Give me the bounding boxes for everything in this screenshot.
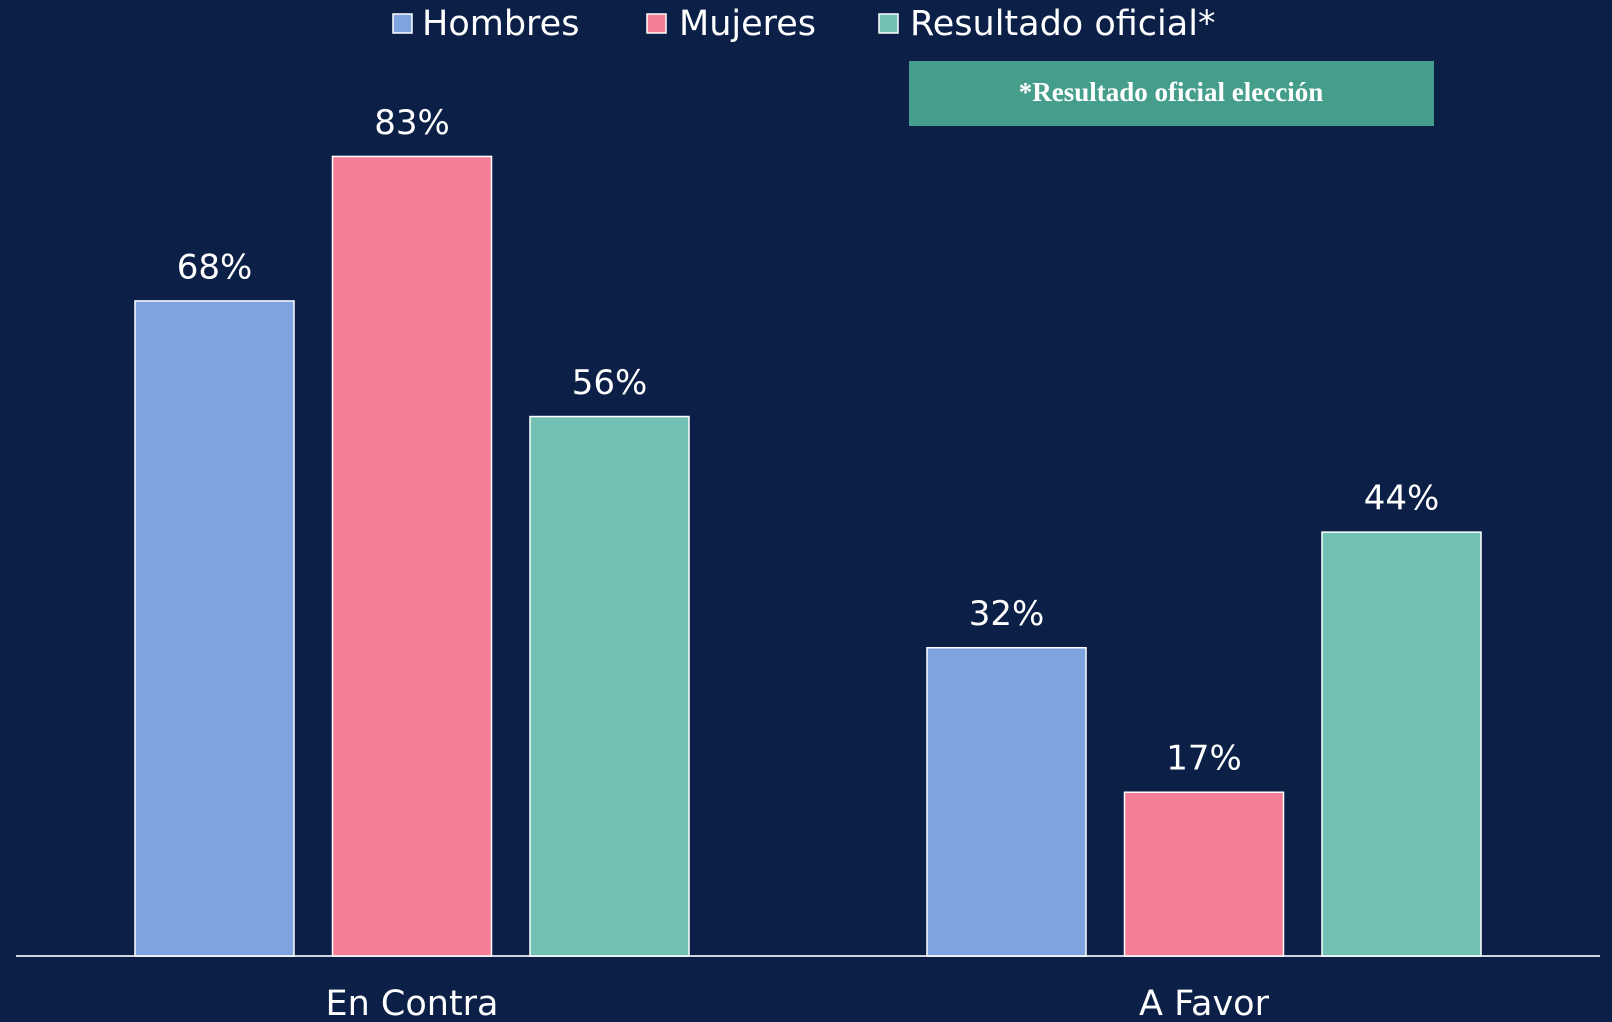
value-label: 56% xyxy=(572,363,648,403)
annotation: *Resultado oficial elección xyxy=(1019,77,1323,107)
bar xyxy=(1321,531,1482,957)
legend-swatch xyxy=(646,13,667,34)
legend-swatch xyxy=(392,13,413,34)
bar xyxy=(529,415,690,957)
legend-label: Hombres xyxy=(422,4,579,44)
legend-label: Resultado oficial* xyxy=(910,4,1215,44)
legend-label: Mujeres xyxy=(679,4,816,44)
bar xyxy=(331,155,493,957)
annotation-box xyxy=(909,61,1434,126)
bar xyxy=(1123,791,1285,957)
value-label: 32% xyxy=(969,594,1045,634)
value-label: 83% xyxy=(374,103,450,143)
legend-swatch xyxy=(878,13,899,34)
x-tick-label: En Contra xyxy=(325,984,498,1022)
value-label: 17% xyxy=(1166,739,1242,779)
value-label: 68% xyxy=(177,247,253,287)
value-label: 44% xyxy=(1364,479,1440,519)
bar xyxy=(134,300,295,957)
x-tick-label: A Favor xyxy=(1139,984,1270,1022)
bar xyxy=(926,646,1087,957)
